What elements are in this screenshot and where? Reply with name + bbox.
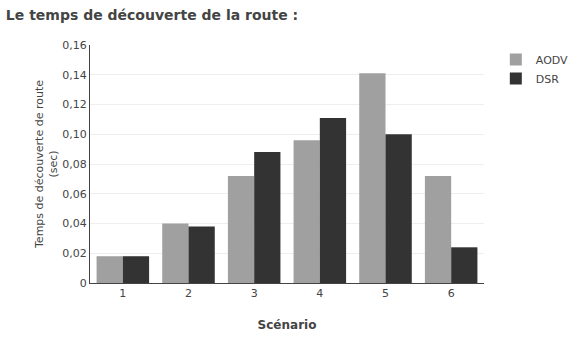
svg-text:6: 6 — [448, 287, 455, 300]
svg-text:5: 5 — [382, 287, 389, 300]
svg-text:3: 3 — [251, 287, 258, 300]
svg-text:Le temps de découverte de la r: Le temps de découverte de la route : — [6, 7, 298, 23]
svg-text:0,04: 0,04 — [62, 217, 87, 230]
svg-text:0,08: 0,08 — [62, 158, 87, 171]
svg-text:Temps de découverte de route(s: Temps de découverte de route(sec) — [33, 80, 60, 249]
svg-text:0,06: 0,06 — [62, 188, 87, 201]
svg-text:0,16: 0,16 — [62, 39, 87, 52]
svg-text:1: 1 — [119, 287, 126, 300]
svg-text:0: 0 — [80, 277, 87, 290]
svg-text:DSR: DSR — [536, 73, 559, 86]
svg-text:0,02: 0,02 — [62, 247, 87, 260]
svg-text:0,14: 0,14 — [62, 69, 87, 82]
svg-text:2: 2 — [185, 287, 192, 300]
svg-text:Scénario: Scénario — [258, 318, 317, 332]
svg-text:AODV: AODV — [536, 54, 568, 67]
svg-text:0,10: 0,10 — [62, 128, 87, 141]
svg-text:0,12: 0,12 — [62, 98, 87, 111]
svg-text:4: 4 — [316, 287, 323, 300]
